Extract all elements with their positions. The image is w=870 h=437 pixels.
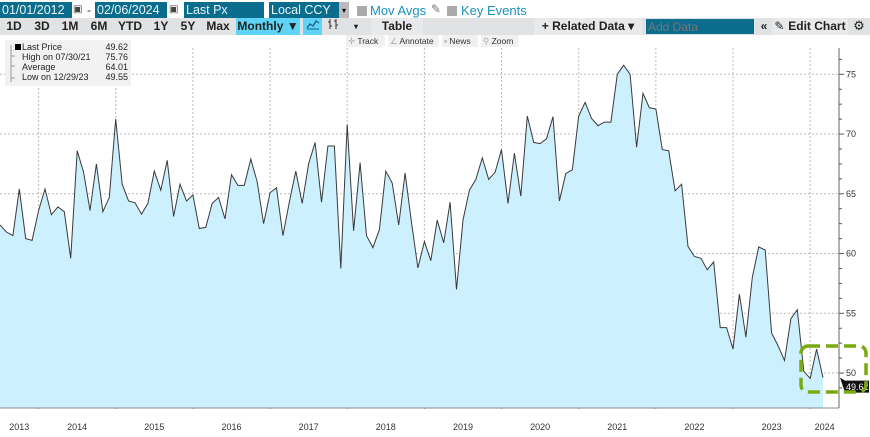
annotate-tool[interactable]: ∠ Annotate xyxy=(388,35,439,47)
news-tool[interactable]: ▪ News xyxy=(442,35,478,47)
range-1d[interactable]: 1D xyxy=(6,19,22,33)
range-6m[interactable]: 6M xyxy=(90,19,108,33)
x-tick-label: 2016 xyxy=(221,422,241,432)
mov-avgs-label[interactable]: Mov Avgs xyxy=(370,3,427,18)
news-label: News xyxy=(449,36,471,46)
y-tick-label: 50 xyxy=(846,368,856,378)
collapse-button[interactable]: « xyxy=(760,19,768,33)
legend-high: High on 07/30/21 75.76 xyxy=(22,52,128,62)
calendar-icon[interactable]: ▣ xyxy=(73,4,83,15)
price-line xyxy=(0,64,824,380)
annotate-label: Annotate xyxy=(399,36,434,46)
legend-low: Low on 12/29/23 49.55 xyxy=(22,72,128,82)
end-date-input[interactable]: 02/06/2024 xyxy=(95,2,167,19)
bar-chart-icon[interactable] xyxy=(325,18,341,35)
key-events-label[interactable]: Key Events xyxy=(461,3,527,18)
last-value-label: 49.62 xyxy=(846,382,869,392)
edit-chart-label: Edit Chart xyxy=(788,19,846,33)
x-tick-label: 2013 xyxy=(9,422,29,432)
x-tick-label: 2017 xyxy=(299,422,319,432)
edit-chart-button[interactable]: ✎ Edit Chart xyxy=(772,18,848,35)
y-tick-label: 75 xyxy=(846,69,856,79)
x-tick-label: 2023 xyxy=(762,422,782,432)
range-1m[interactable]: 1M xyxy=(61,19,79,33)
zoom-tool[interactable]: ⚲ Zoom xyxy=(481,35,519,47)
crosshair-icon: ✛ xyxy=(348,36,358,46)
legend-last-price: Last Price 49.62 xyxy=(22,42,128,52)
chevron-down-icon[interactable]: ▾ xyxy=(339,2,349,19)
range-ytd[interactable]: YTD xyxy=(118,19,142,33)
legend: Last Price 49.62 High on 07/30/21 75.76 Av… xyxy=(5,40,131,86)
last-value-tag xyxy=(840,377,869,393)
date-separator: - xyxy=(87,3,91,17)
legend-average: Average 64.01 xyxy=(22,62,128,72)
x-tick-label: 2024 xyxy=(815,422,835,432)
y-tick-label: 65 xyxy=(846,189,856,199)
start-date-input[interactable]: 01/01/2012 xyxy=(0,2,72,19)
x-axis-band xyxy=(0,409,870,437)
y-tick-label: 55 xyxy=(846,308,856,318)
currency-selector[interactable]: Local CCY xyxy=(269,2,339,19)
track-tool[interactable]: ✛ Track xyxy=(346,35,385,47)
pencil-icon[interactable]: ✎ xyxy=(431,2,442,16)
y-tick-label: 70 xyxy=(846,129,856,139)
x-tick-label: 2021 xyxy=(607,422,627,432)
x-tick-label: 2018 xyxy=(376,422,396,432)
zoom-label: Zoom xyxy=(491,36,514,46)
related-data-button[interactable]: + Related Data ▾ xyxy=(534,18,642,35)
calendar-icon[interactable]: ▣ xyxy=(169,4,179,15)
field-selector[interactable]: Last Px xyxy=(184,2,264,19)
table-button[interactable]: Table xyxy=(371,18,423,35)
chart-type-dropdown[interactable]: ▾ xyxy=(353,22,358,31)
magnifier-icon: ⚲ xyxy=(483,36,492,46)
track-label: Track xyxy=(357,36,379,46)
range-1y[interactable]: 1Y xyxy=(153,19,169,33)
x-tick-label: 2022 xyxy=(684,422,704,432)
key-events-checkbox[interactable] xyxy=(447,6,457,16)
price-area xyxy=(0,65,823,408)
mov-avgs-checkbox[interactable] xyxy=(357,6,367,16)
range-max[interactable]: Max xyxy=(206,19,230,33)
line-chart-icon[interactable] xyxy=(303,18,322,35)
annotate-icon: ∠ xyxy=(390,36,400,46)
x-tick-label: 2019 xyxy=(453,422,473,432)
period-dropdown[interactable]: Monthly ▼ xyxy=(236,18,300,35)
x-tick-label: 2014 xyxy=(67,422,87,432)
y-tick-label: 60 xyxy=(846,249,856,259)
highlight-box xyxy=(799,344,868,394)
pencil-icon: ✎ xyxy=(774,19,789,33)
range-3d[interactable]: 3D xyxy=(34,19,50,33)
x-tick-label: 2020 xyxy=(530,422,550,432)
add-data-input[interactable] xyxy=(646,19,754,34)
range-5y[interactable]: 5Y xyxy=(180,19,196,33)
x-tick-label: 2015 xyxy=(144,422,164,432)
gear-icon[interactable]: ⚙ xyxy=(853,19,865,34)
news-icon: ▪ xyxy=(444,36,450,46)
